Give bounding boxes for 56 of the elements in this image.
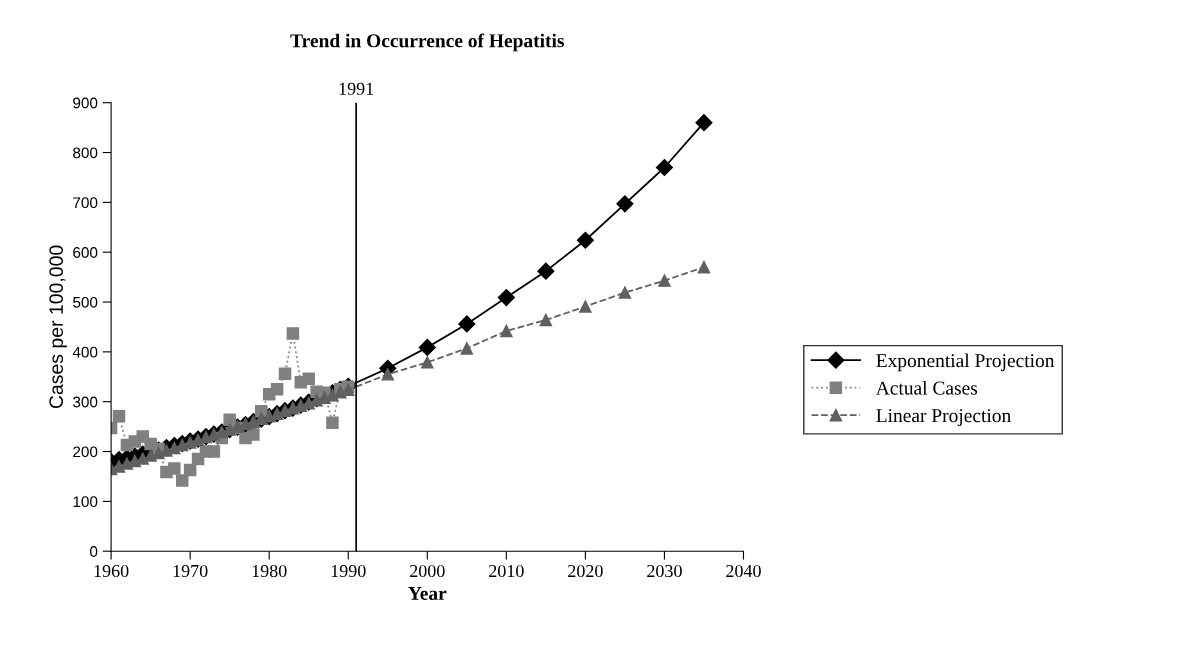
y-tick-label: 700 bbox=[73, 197, 98, 209]
x-tick-label: 1960 bbox=[94, 564, 129, 578]
y-tick-label: 900 bbox=[73, 97, 98, 109]
y-tick-label: 800 bbox=[73, 147, 98, 159]
legend-label: Linear Projection bbox=[876, 409, 1011, 427]
point bbox=[458, 315, 476, 333]
point bbox=[207, 445, 221, 458]
point bbox=[418, 338, 436, 356]
point bbox=[175, 474, 189, 487]
point bbox=[697, 260, 711, 274]
point bbox=[695, 114, 713, 132]
x-tick-label: 2040 bbox=[726, 564, 761, 578]
point bbox=[460, 342, 474, 355]
point bbox=[655, 158, 673, 177]
point bbox=[421, 356, 434, 369]
x-tick-label: 1990 bbox=[331, 564, 366, 578]
x-tick-label: 1980 bbox=[252, 564, 287, 578]
point bbox=[112, 409, 126, 423]
point bbox=[537, 262, 555, 280]
point bbox=[658, 274, 671, 287]
point bbox=[168, 462, 181, 475]
point bbox=[120, 457, 134, 470]
y-tick-label: 500 bbox=[73, 296, 98, 308]
x-tick-label: 2010 bbox=[489, 564, 524, 578]
y-axis-title: Cases per 100,000 bbox=[49, 245, 67, 409]
point bbox=[497, 288, 515, 307]
x-axis-title: Year bbox=[408, 587, 447, 601]
legend-label: Exponential Projection bbox=[876, 353, 1055, 372]
point bbox=[278, 367, 292, 381]
point bbox=[247, 428, 260, 441]
x-tick-label: 2000 bbox=[410, 564, 445, 578]
point bbox=[576, 231, 594, 249]
y-tick-label: 600 bbox=[73, 247, 98, 258]
x-tick-label: 2020 bbox=[568, 564, 603, 578]
chart-title: Trend in Occurrence of Hepatitis bbox=[290, 33, 565, 52]
point bbox=[286, 327, 300, 340]
point bbox=[381, 368, 395, 381]
point bbox=[500, 324, 513, 338]
point bbox=[579, 300, 592, 313]
point bbox=[326, 388, 339, 402]
legend-label: Actual Cases bbox=[875, 380, 978, 395]
y-tick-label: 200 bbox=[73, 446, 98, 458]
point bbox=[326, 416, 339, 429]
point bbox=[618, 286, 632, 299]
y-tick-label: 400 bbox=[72, 346, 98, 358]
x-tick-label: 1970 bbox=[173, 564, 208, 578]
y-tick-label: 300 bbox=[73, 396, 98, 408]
x-tick-label: 2030 bbox=[647, 564, 682, 578]
y-tick-label: 100 bbox=[73, 496, 98, 508]
ref-line-label: 1991 bbox=[339, 82, 374, 95]
y-tick-label: 0 bbox=[90, 546, 98, 557]
point bbox=[539, 313, 553, 327]
point bbox=[270, 382, 284, 396]
point bbox=[302, 372, 315, 386]
point bbox=[183, 463, 197, 477]
point bbox=[616, 195, 634, 213]
